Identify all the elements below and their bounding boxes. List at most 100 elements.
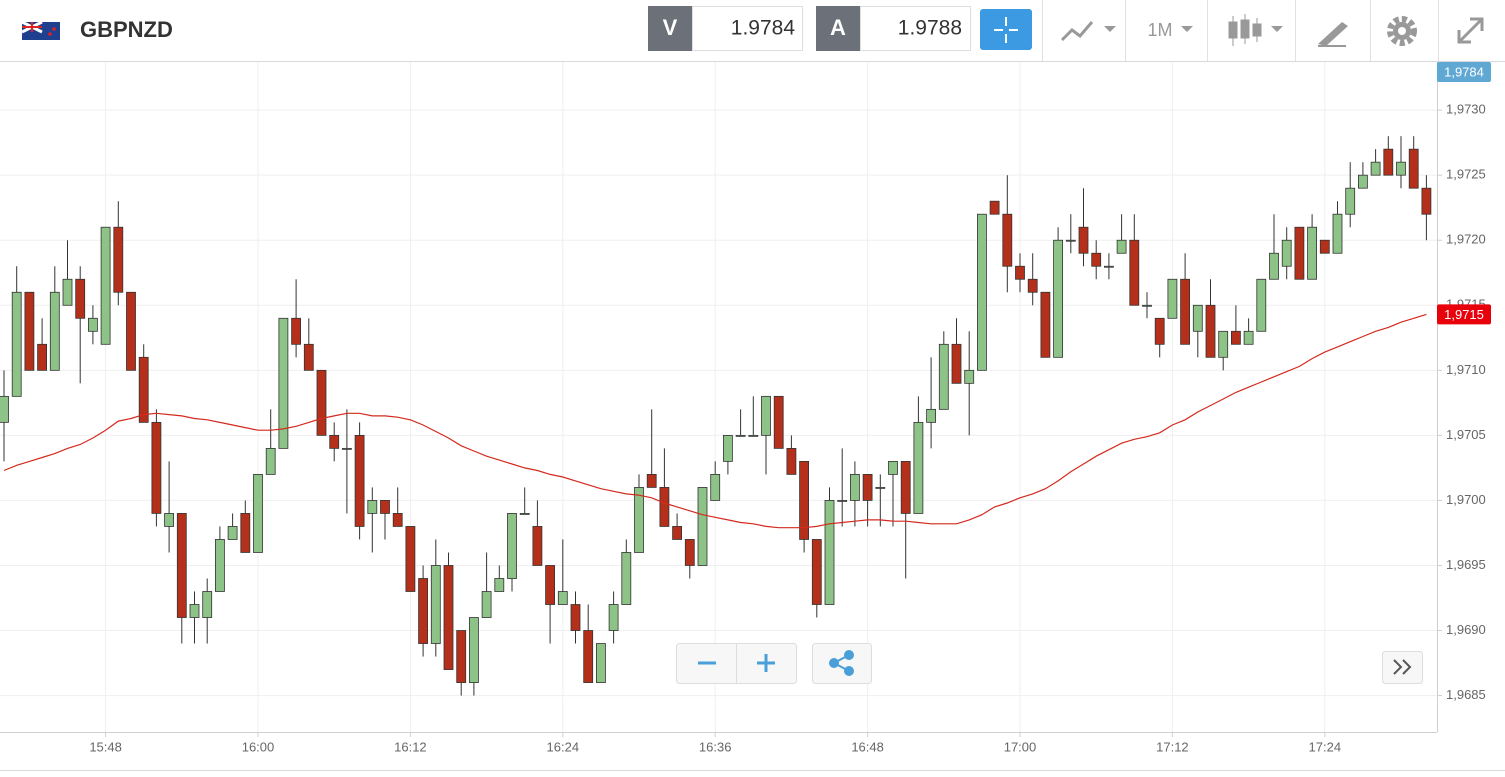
candle-body (697, 487, 708, 566)
candle-body (1040, 291, 1051, 358)
settings-button[interactable] (1387, 16, 1417, 46)
x-tick-label: 16:48 (851, 739, 884, 754)
candle-body (0, 395, 9, 423)
candle-body (341, 447, 352, 450)
candle-body (799, 460, 809, 540)
candle-body (265, 447, 276, 475)
ask-badge (816, 6, 860, 51)
chart-type-button[interactable] (1228, 14, 1283, 46)
candle-body (1027, 278, 1038, 293)
candle-body (100, 226, 111, 345)
draw-button[interactable] (1318, 22, 1348, 47)
candle-body (1154, 317, 1165, 345)
price-tag-label: 1,9784 (1444, 64, 1484, 79)
candle-body (418, 578, 429, 644)
zoom-controls (676, 643, 872, 684)
candle-body (850, 474, 860, 501)
candle-body (951, 343, 962, 384)
candle-body (494, 578, 505, 592)
candle-body (1053, 239, 1063, 358)
candle-body (1307, 226, 1317, 280)
candle-body (138, 356, 149, 423)
candle-body (557, 591, 568, 605)
plot-area: 1,9685 1,9690 1,9695 1,9700 1,9705 1,9710 1,97… (0, 62, 1486, 754)
candle-body (37, 343, 47, 371)
candle-body (786, 447, 797, 475)
timeframe-caret (1181, 26, 1193, 32)
zoom-in-button[interactable] (757, 654, 775, 672)
candle-body (329, 434, 340, 449)
candle-body (545, 565, 555, 605)
x-tick-label: 16:24 (547, 739, 580, 754)
timeframe-button[interactable]: 1M (1147, 20, 1172, 40)
candle-body (964, 369, 975, 384)
candle-body (837, 500, 848, 502)
y-tick-label: 1,9695 (1446, 557, 1486, 572)
candle-body (1358, 174, 1368, 189)
candle-body (583, 630, 594, 683)
fullscreen-button[interactable] (1457, 17, 1484, 44)
candle-body (291, 317, 302, 345)
candle-body (1269, 252, 1279, 280)
candle-body (913, 421, 924, 514)
candle-body (240, 513, 251, 553)
candle-body (380, 500, 390, 514)
candle-body (316, 369, 327, 436)
price-tag-label: 1,9715 (1444, 307, 1484, 322)
candle-body (659, 487, 670, 527)
candle-body (735, 434, 746, 437)
crosshair-button[interactable] (980, 9, 1032, 50)
y-tick-label: 1,9705 (1446, 427, 1486, 442)
candle-body (634, 487, 644, 553)
ask-label: A (830, 15, 846, 40)
x-tick-label: 16:00 (242, 739, 275, 754)
indicators-button[interactable] (1060, 21, 1116, 42)
candle-body (202, 591, 213, 618)
candle-body (392, 513, 403, 527)
y-tick-label: 1,9690 (1446, 622, 1486, 637)
candle-body (164, 513, 175, 527)
candle-body (862, 474, 873, 501)
candle-body (1383, 148, 1394, 176)
candle-body (621, 552, 632, 605)
candle-body (1370, 161, 1381, 176)
candle-body (24, 291, 35, 371)
candle-body (900, 460, 911, 514)
price-tag (1437, 62, 1491, 82)
scroll-right-button[interactable] (1382, 651, 1423, 684)
share-button[interactable] (829, 650, 854, 676)
candle-body (1091, 252, 1102, 267)
candle-body (1078, 226, 1089, 254)
candle-body (672, 526, 682, 540)
y-tick-label: 1,9720 (1446, 232, 1486, 247)
bid-label: V (663, 15, 678, 40)
x-tick-label: 17:24 (1309, 739, 1342, 754)
x-tick-label: 17:00 (1004, 739, 1037, 754)
candle-body (88, 317, 98, 332)
candle-body (608, 604, 619, 631)
candle-body (824, 500, 835, 605)
candle-body (405, 526, 416, 592)
ask-box[interactable] (860, 6, 971, 51)
candle-body (532, 526, 543, 566)
candle-body (570, 604, 581, 631)
candle-body (773, 395, 784, 449)
candle-body (227, 526, 238, 540)
candle-body (367, 500, 378, 514)
price-tag (1437, 304, 1491, 325)
candle-body (646, 474, 657, 488)
candle-body (1015, 265, 1025, 280)
candle-body (126, 291, 136, 371)
candle-body (977, 213, 987, 371)
candle-body (1192, 304, 1203, 332)
candle-body (761, 395, 771, 436)
candle-body (11, 291, 22, 397)
candle-body (1345, 187, 1356, 215)
candle-body (430, 565, 441, 644)
candle-body (62, 278, 73, 306)
candle-body (1408, 148, 1419, 189)
candle-body (507, 513, 517, 579)
bid-box[interactable] (692, 6, 803, 51)
